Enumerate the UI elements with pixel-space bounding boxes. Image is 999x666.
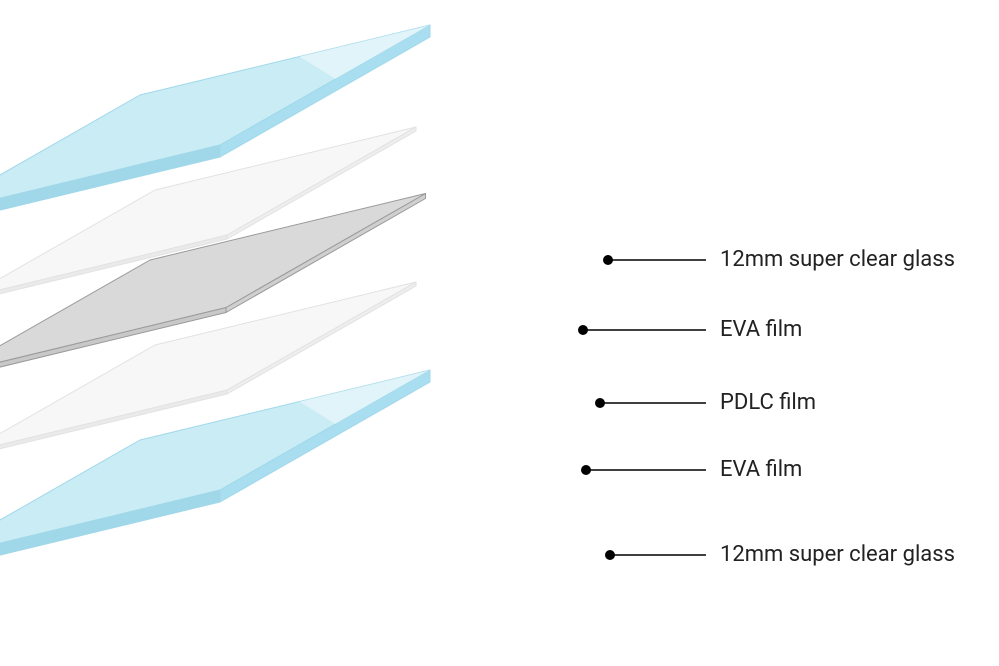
leader-pdlc: PDLC film bbox=[595, 390, 816, 415]
label-eva-bottom: EVA film bbox=[720, 457, 802, 482]
exploded-layers bbox=[0, 25, 430, 572]
label-eva-top: EVA film bbox=[720, 317, 802, 342]
leader-eva-top: EVA film bbox=[578, 317, 802, 342]
label-glass-bottom: 12mm super clear glass bbox=[720, 542, 955, 567]
leader-glass-top: 12mm super clear glass bbox=[603, 247, 955, 272]
label-pdlc: PDLC film bbox=[720, 390, 816, 415]
leader-glass-bottom: 12mm super clear glass bbox=[605, 542, 955, 567]
label-glass-top: 12mm super clear glass bbox=[720, 247, 955, 272]
leader-eva-bottom: EVA film bbox=[581, 457, 802, 482]
leaders-and-labels: 12mm super clear glass EVA film PDLC film E… bbox=[578, 247, 955, 567]
